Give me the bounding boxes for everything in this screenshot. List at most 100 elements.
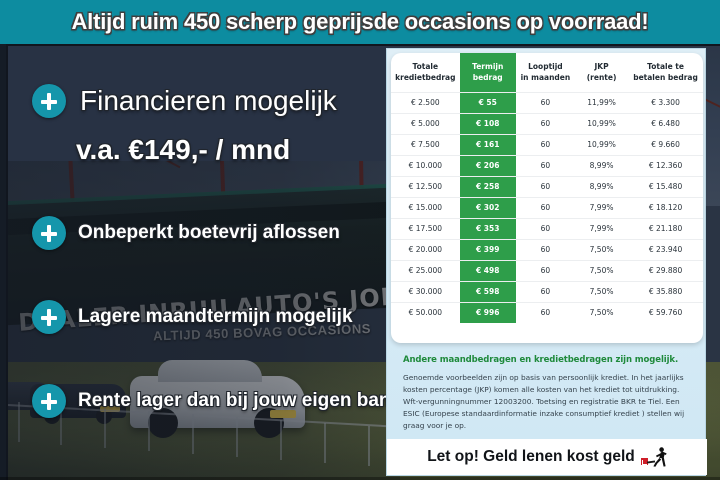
frame-edge-left [0,44,6,480]
table-cell: 60 [515,259,576,281]
table-cell: 7,50% [575,301,629,323]
table-header-cell: Totale kredietbedrag [395,62,456,83]
table-cell: 60 [515,112,576,134]
credit-table-card: Totale kredietbedrag Termijn bedrag Loop… [391,53,703,343]
table-cell: 60 [515,154,576,176]
table-row: € 50.000 € 996 60 7,50% € 59.760 [391,301,703,323]
plus-icon [32,384,66,418]
table-cell: € 25.000 [391,259,460,281]
table-cell: 7,50% [575,238,629,260]
table-cell: € 23.940 [628,238,703,260]
feature-hero-line2: v.a. €149,- / mnd [76,134,291,165]
table-cell-highlight: € 399 [459,238,516,260]
table-cell: € 2.500 [391,91,460,113]
plus-icon [32,84,66,118]
table-row: € 17.500 € 353 60 7,99% € 21.180 [391,217,703,239]
table-cell: 60 [515,301,576,323]
table-cell: 7,99% [575,217,629,239]
table-cell: € 15.000 [391,196,460,218]
plus-icon [32,300,66,334]
credit-table: Totale kredietbedrag Termijn bedrag Loop… [391,53,703,323]
table-cell-highlight: € 302 [459,196,516,218]
table-cell: € 35.880 [628,280,703,302]
table-header-cell: Totale te betalen bedrag [633,62,698,83]
table-cell: 8,99% [575,154,629,176]
table-cell-highlight: € 206 [459,154,516,176]
table-cell: 10,99% [575,112,629,134]
table-row: € 25.000 € 498 60 7,50% € 29.880 [391,259,703,281]
table-row: € 30.000 € 598 60 7,50% € 35.880 [391,280,703,302]
table-cell: € 3.300 [628,91,703,113]
table-cell: 8,99% [575,175,629,197]
table-cell: 7,50% [575,280,629,302]
table-cell: 11,99% [575,91,629,113]
feature-item-1: Lagere maandtermijn mogelijk [32,300,353,334]
table-cell: 60 [515,175,576,197]
feature-hero-line1: Financieren mogelijk [80,85,337,116]
table-cell: € 50.000 [391,301,460,323]
table-cell-highlight: € 55 [459,91,516,113]
plus-icon [32,216,66,250]
table-cell-highlight: € 108 [459,112,516,134]
table-cell-highlight: € 161 [459,133,516,155]
table-cell: 60 [515,133,576,155]
photo-scrim-top [8,46,400,161]
table-cell-highlight: € 258 [459,175,516,197]
table-header-cell: Looptijd in maanden [520,62,571,83]
warning-text: Let op! Geld lenen kost geld [427,448,635,465]
table-header-row: Totale kredietbedrag Termijn bedrag Loop… [391,53,703,92]
table-cell: € 20.000 [391,238,460,260]
credit-table-body: € 2.500 € 55 60 11,99% € 3.300 € 5.000 € 108 60… [391,91,703,323]
table-row: € 7.500 € 161 60 10,99% € 9.660 [391,133,703,155]
feature-hero: Financieren mogelijk v.a. €149,- / mnd [32,84,337,166]
running-man-icon [640,447,667,467]
table-cell: 60 [515,196,576,218]
table-cell: € 6.480 [628,112,703,134]
table-cell: € 17.500 [391,217,460,239]
table-cell: € 15.480 [628,175,703,197]
table-row: € 10.000 € 206 60 8,99% € 12.360 [391,154,703,176]
feature-item-2: Rente lager dan bij jouw eigen bank [32,384,401,418]
feature-item-label: Onbeperkt boetevrij aflossen [78,222,340,243]
table-cell: 60 [515,280,576,302]
feature-list: Financieren mogelijk v.a. €149,- / mnd O… [6,44,401,480]
table-cell-highlight: € 498 [459,259,516,281]
table-cell: € 12.360 [628,154,703,176]
credit-notes-title: Andere maandbedragen en kredietbedragen … [403,355,679,365]
table-cell: 60 [515,238,576,260]
table-cell: € 30.000 [391,280,460,302]
table-cell: € 18.120 [628,196,703,218]
table-cell-highlight: € 353 [459,217,516,239]
table-cell: € 5.000 [391,112,460,134]
warning-bar: Let op! Geld lenen kost geld [387,439,707,475]
table-row: € 12.500 € 258 60 8,99% € 15.480 [391,175,703,197]
banner-headline: Altijd ruim 450 scherp geprijsde occasio… [71,9,649,34]
table-cell: € 29.880 [628,259,703,281]
table-cell: 60 [515,91,576,113]
credit-notes-body: Genoemde voorbeelden zijn op basis van p… [403,373,685,430]
table-row: € 5.000 € 108 60 10,99% € 6.480 [391,112,703,134]
table-cell-highlight: € 996 [459,301,516,323]
table-header-cell-highlight: Termijn bedrag [459,53,516,92]
table-cell-highlight: € 598 [459,280,516,302]
feature-item-0: Onbeperkt boetevrij aflossen [32,216,340,250]
top-banner: Altijd ruim 450 scherp geprijsde occasio… [0,0,720,44]
credit-info-panel: Totale kredietbedrag Termijn bedrag Loop… [386,48,707,476]
table-cell: € 10.000 [391,154,460,176]
table-cell: € 59.760 [628,301,703,323]
table-cell: 7,99% [575,196,629,218]
frame-edge-bottom [0,477,720,480]
table-cell: € 7.500 [391,133,460,155]
table-row: € 15.000 € 302 60 7,99% € 18.120 [391,196,703,218]
feature-item-label: Rente lager dan bij jouw eigen bank [78,390,402,411]
table-cell: € 21.180 [628,217,703,239]
table-cell: 10,99% [575,133,629,155]
table-row: € 20.000 € 399 60 7,50% € 23.940 [391,238,703,260]
table-cell: 7,50% [575,259,629,281]
credit-notes: Andere maandbedragen en kredietbedragen … [403,355,693,432]
table-header-cell: JKP (rente) [586,62,617,83]
table-row: € 2.500 € 55 60 11,99% € 3.300 [391,91,703,113]
feature-item-label: Lagere maandtermijn mogelijk [78,306,353,327]
table-cell: 60 [515,217,576,239]
